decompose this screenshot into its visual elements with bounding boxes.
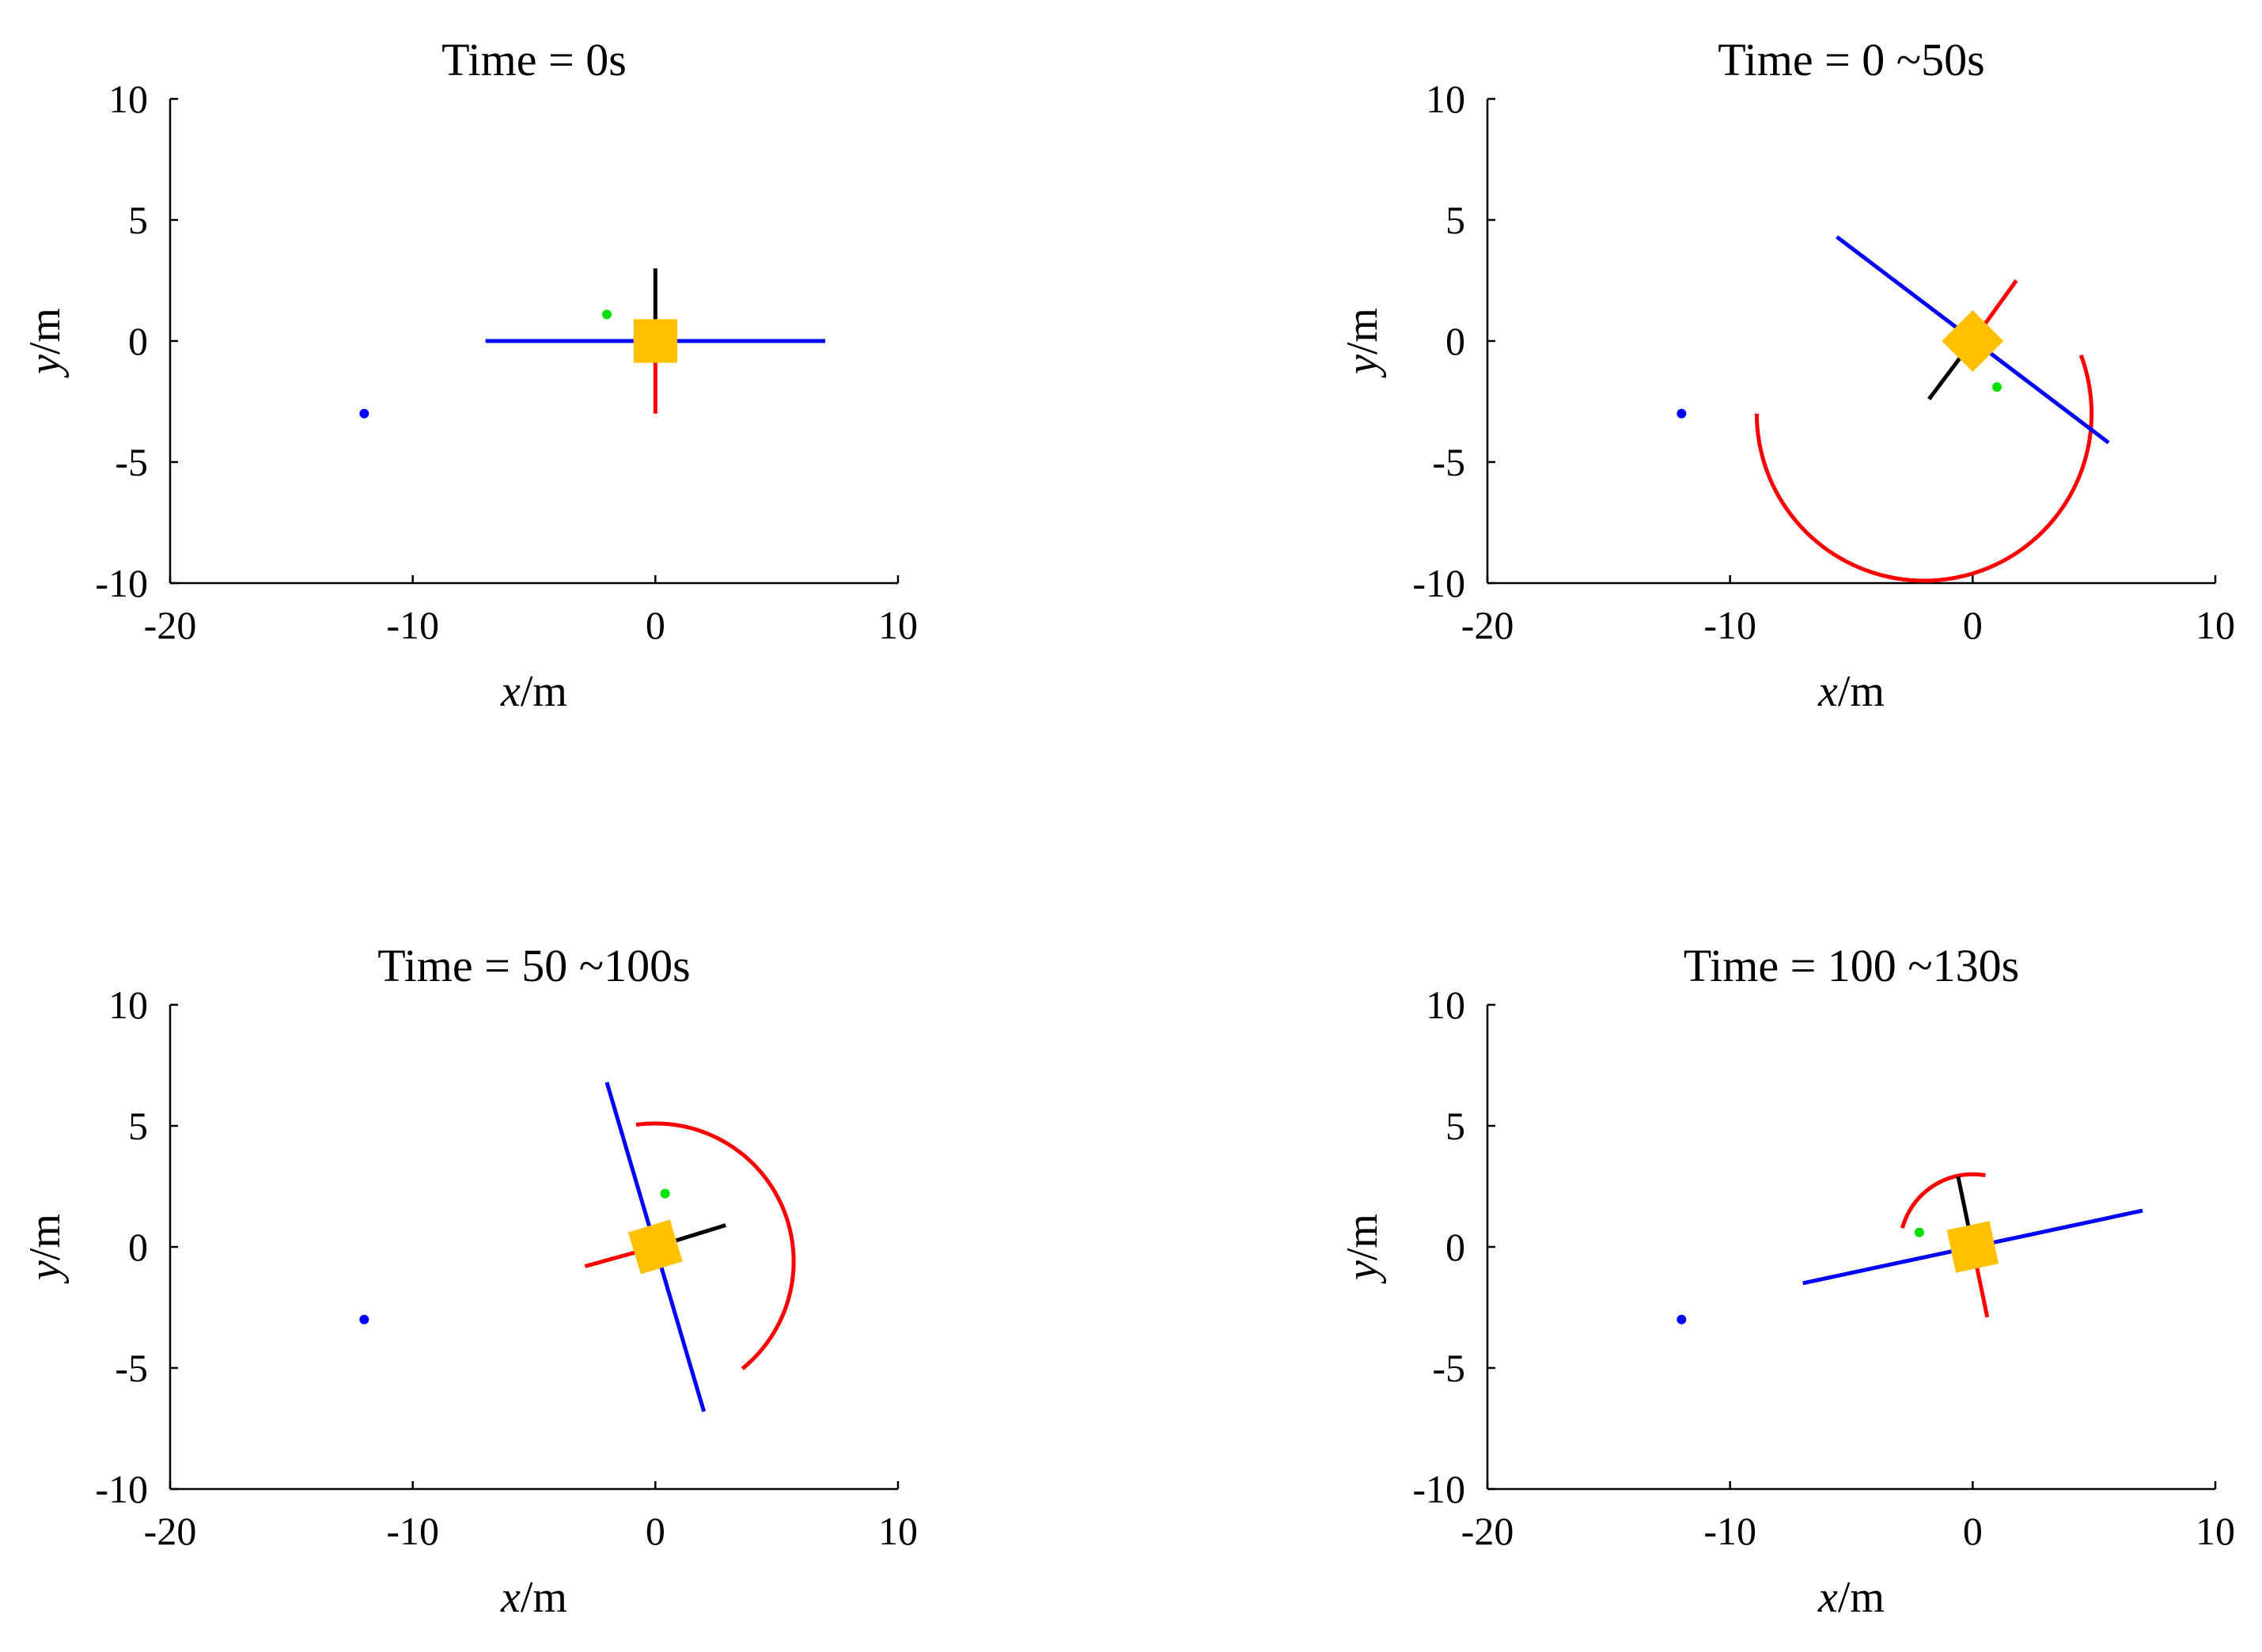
series-green-marker <box>602 309 612 320</box>
x-tick-label: 0 <box>646 1509 665 1553</box>
series-red-trajectory <box>1754 354 2094 583</box>
y-axis-label: y/m <box>1338 1214 1387 1284</box>
y-axis-label: y/m <box>1338 308 1387 378</box>
y-tick-label: 5 <box>1445 198 1465 242</box>
x-axis-unit: /m <box>521 1573 567 1622</box>
y-tick-label: 10 <box>1426 983 1465 1027</box>
y-tick-label: 0 <box>1445 1225 1465 1269</box>
series-blue-marker <box>1677 408 1687 419</box>
series-blue-marker <box>359 408 369 419</box>
x-axis-label: x/m <box>1817 1573 1885 1622</box>
x-tick-label: 10 <box>2196 603 2235 647</box>
x-tick-label: 0 <box>646 603 665 647</box>
x-axis-unit: /m <box>1838 1573 1885 1622</box>
x-tick-label: 0 <box>1963 603 1983 647</box>
x-tick-label: -20 <box>1461 603 1514 647</box>
x-tick-label: -10 <box>1703 603 1756 647</box>
x-axis-variable: x <box>1817 1573 1838 1622</box>
y-axis-variable: y <box>21 1260 70 1284</box>
x-axis-unit: /m <box>1838 667 1885 716</box>
y-tick-label: 0 <box>128 1225 148 1269</box>
y-tick-label: 5 <box>1445 1104 1465 1148</box>
series-green-marker <box>660 1188 670 1199</box>
y-axis-variable: y <box>21 354 70 378</box>
chart-title: Time = 100 ~130s <box>1684 940 2020 991</box>
x-tick-label: 10 <box>878 1509 918 1553</box>
chart-title: Time = 0 ~50s <box>1718 34 1985 85</box>
y-tick-label: -10 <box>1412 561 1465 605</box>
x-tick-label: -20 <box>144 603 197 647</box>
series-green-marker <box>1992 382 2002 392</box>
x-axis-variable: x <box>1817 667 1838 716</box>
chart-title: Time = 0s <box>441 34 627 85</box>
x-axis-label: x/m <box>1817 667 1885 716</box>
series-yellow-body <box>633 319 677 363</box>
y-axis-label: y/m <box>21 1214 70 1284</box>
y-axis-label: y/m <box>21 308 70 378</box>
y-axis-variable: y <box>1338 1260 1387 1284</box>
x-tick-label: -10 <box>386 603 439 647</box>
y-tick-label: 10 <box>108 983 148 1027</box>
series-red-trajectory <box>1900 1172 1986 1229</box>
series-green-marker <box>1914 1227 1924 1237</box>
chart-title: Time = 50 ~100s <box>377 940 691 991</box>
series-yellow-body <box>1946 1221 1999 1273</box>
x-tick-label: -20 <box>1461 1509 1514 1553</box>
y-tick-label: 10 <box>108 77 148 121</box>
y-tick-label: 5 <box>128 1104 148 1148</box>
y-tick-label: 5 <box>128 198 148 242</box>
series-red-trajectory <box>635 1121 796 1370</box>
x-tick-label: 0 <box>1963 1509 1983 1553</box>
y-tick-label: 10 <box>1426 77 1465 121</box>
y-tick-label: 0 <box>1445 319 1465 363</box>
y-tick-label: -5 <box>1432 1346 1465 1390</box>
y-axis-unit: /m <box>21 308 70 354</box>
x-axis-label: x/m <box>500 667 567 716</box>
x-axis-unit: /m <box>521 667 567 716</box>
y-tick-label: -10 <box>95 1467 148 1511</box>
x-tick-label: -10 <box>1703 1509 1756 1553</box>
series-yellow-body <box>1942 309 2004 373</box>
series-blue-marker <box>359 1314 369 1324</box>
series-yellow-body <box>627 1219 683 1275</box>
y-axis-unit: /m <box>1338 308 1387 354</box>
y-tick-label: -5 <box>115 440 148 484</box>
y-tick-label: 0 <box>128 319 148 363</box>
y-axis-variable: y <box>1338 354 1387 378</box>
x-axis-label: x/m <box>500 1573 567 1622</box>
y-tick-label: -5 <box>1432 440 1465 484</box>
x-tick-label: -20 <box>144 1509 197 1553</box>
y-axis-unit: /m <box>1338 1214 1387 1260</box>
y-axis-unit: /m <box>21 1214 70 1260</box>
y-tick-label: -10 <box>95 561 148 605</box>
series-blue-marker <box>1677 1314 1687 1324</box>
x-tick-label: 10 <box>2196 1509 2235 1553</box>
x-tick-label: 10 <box>878 603 918 647</box>
y-tick-label: -5 <box>115 1346 148 1390</box>
x-axis-variable: x <box>500 1573 521 1622</box>
y-tick-label: -10 <box>1412 1467 1465 1511</box>
x-axis-variable: x <box>500 667 521 716</box>
x-tick-label: -10 <box>386 1509 439 1553</box>
